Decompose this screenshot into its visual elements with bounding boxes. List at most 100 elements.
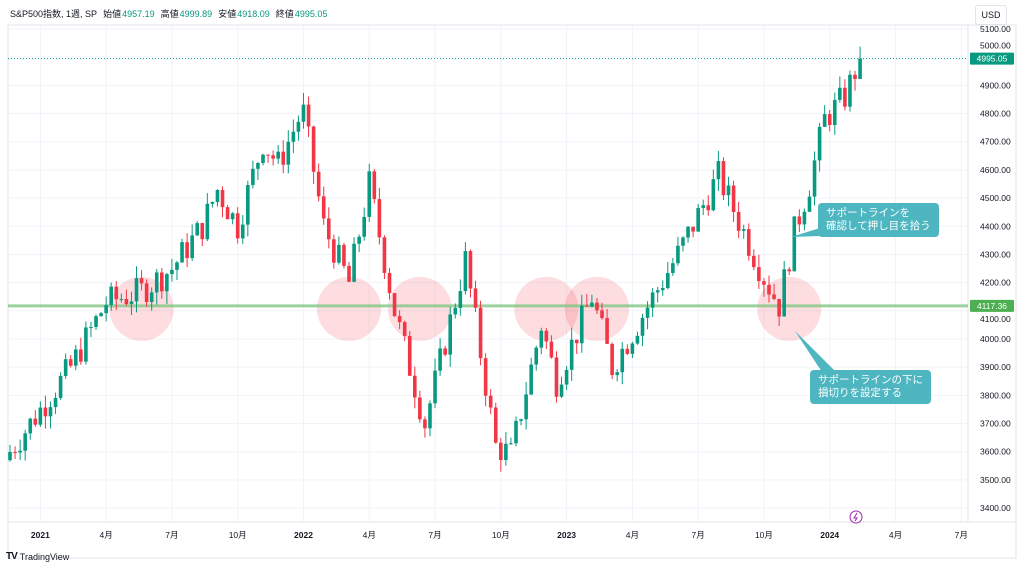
candle-body xyxy=(696,208,700,232)
candle-body xyxy=(13,451,17,453)
candle-body xyxy=(529,364,533,395)
tradingview-icon: TV xyxy=(6,551,18,562)
support-touch-highlight xyxy=(109,276,174,341)
candle-body xyxy=(33,418,38,425)
candle-body xyxy=(736,212,741,231)
candle-body xyxy=(458,291,463,308)
symbol-name: S&P500指数, 1週, SP xyxy=(10,9,98,19)
candle-body xyxy=(397,316,402,323)
candle-body xyxy=(600,310,604,319)
callout-tail-upper xyxy=(791,228,820,237)
candle-body xyxy=(827,114,832,126)
candle-body xyxy=(190,235,194,259)
x-tick-label: 10月 xyxy=(229,530,247,540)
candle-body xyxy=(499,442,503,460)
candle-body xyxy=(701,205,706,209)
y-tick-label: 3700.00 xyxy=(980,419,1011,429)
candle-body xyxy=(509,443,513,445)
candle-body xyxy=(757,267,761,282)
candle-body xyxy=(620,348,625,373)
y-tick-label: 3900.00 xyxy=(980,362,1011,372)
y-tick-label: 4800.00 xyxy=(980,109,1011,119)
low-value: 4918.09 xyxy=(237,9,270,19)
chart-frame xyxy=(7,24,1017,559)
candle-body xyxy=(676,245,680,264)
candle-body xyxy=(387,272,392,294)
candle-body xyxy=(625,348,630,354)
candle-body xyxy=(68,359,73,366)
candle-body xyxy=(792,216,797,272)
candle-body xyxy=(53,397,58,408)
tradingview-logo[interactable]: TV TradingView xyxy=(6,551,69,562)
candle-body xyxy=(48,407,53,417)
y-tick-label: 4700.00 xyxy=(980,137,1011,147)
lightning-icon-glyph xyxy=(853,512,858,522)
candle-body xyxy=(210,202,215,204)
candle-body xyxy=(347,265,351,282)
candle-body xyxy=(453,307,458,315)
candle-body xyxy=(483,358,488,396)
candle-body xyxy=(170,269,174,275)
candle-body xyxy=(367,171,372,217)
y-tick-label: 4900.00 xyxy=(980,80,1011,90)
candle-body xyxy=(822,114,827,127)
candle-body xyxy=(797,216,802,225)
x-tick-label: 7月 xyxy=(428,530,441,540)
y-tick-label: 4300.00 xyxy=(980,249,1011,259)
y-tick-label: 3600.00 xyxy=(980,447,1011,457)
candle-body xyxy=(569,339,574,370)
x-tick-label: 2024 xyxy=(820,530,839,540)
candle-body xyxy=(286,141,291,165)
y-tick-label: 4500.00 xyxy=(980,193,1011,203)
candle-body xyxy=(468,251,473,289)
candle-body xyxy=(185,242,189,259)
candle-body xyxy=(154,272,159,293)
candle-body xyxy=(79,349,83,362)
candle-body xyxy=(28,418,33,434)
candle-body xyxy=(337,244,341,263)
support-price-label: 4117.36 xyxy=(977,301,1007,311)
candle-body xyxy=(473,288,478,308)
candle-body xyxy=(802,211,807,225)
candle-body xyxy=(433,370,437,404)
candle-body xyxy=(645,307,650,318)
candle-body xyxy=(119,299,124,301)
candle-body xyxy=(149,292,154,303)
y-tick-label: 4000.00 xyxy=(980,334,1011,344)
candle-body xyxy=(539,330,544,348)
candle-body xyxy=(605,318,609,344)
candle-body xyxy=(296,121,301,132)
candle-body xyxy=(402,322,407,336)
brand-name: TradingView xyxy=(19,551,70,562)
candle-body xyxy=(630,343,635,354)
candle-body xyxy=(671,263,675,274)
x-tick-label: 4月 xyxy=(100,530,113,540)
lightning-icon xyxy=(849,510,863,524)
candle-body xyxy=(579,305,584,344)
candle-body xyxy=(787,269,792,272)
candle-body xyxy=(342,244,346,266)
support-touch-highlight xyxy=(387,276,452,341)
candle-body xyxy=(812,160,817,197)
candle-body xyxy=(843,87,847,107)
candle-body xyxy=(392,293,397,317)
support-price-label-bg xyxy=(970,299,1014,312)
candle-body xyxy=(352,243,356,282)
candle-body xyxy=(306,104,311,127)
high-label: 高値 xyxy=(160,9,179,19)
candle-body xyxy=(129,301,134,305)
candle-body xyxy=(519,419,523,421)
x-tick-label: 10月 xyxy=(492,530,510,540)
candle-body xyxy=(423,419,427,429)
candle-body xyxy=(230,213,235,220)
candle-body xyxy=(240,224,245,239)
low-label: 安値 xyxy=(218,9,237,19)
y-tick-label: 5000.00 xyxy=(980,41,1011,51)
x-tick-label: 10月 xyxy=(755,530,773,540)
support-touch-highlight xyxy=(514,276,579,341)
candle-body xyxy=(362,216,366,237)
candle-body xyxy=(38,407,43,425)
candle-body xyxy=(848,74,852,107)
callout-stop-loss: サポートラインの下に 損切りを設定する xyxy=(810,370,931,404)
